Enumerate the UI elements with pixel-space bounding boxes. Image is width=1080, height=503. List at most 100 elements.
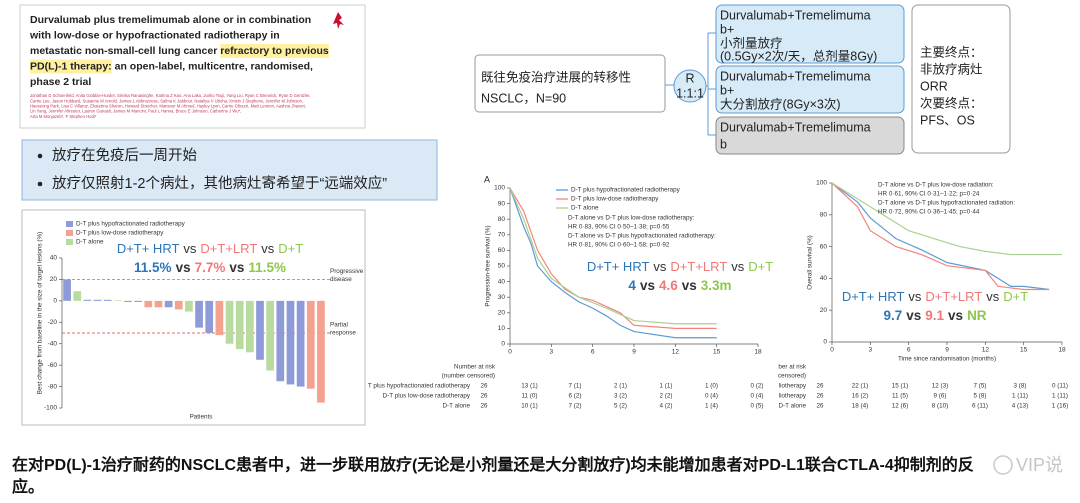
population-text: 既往免疫治疗进展的转移性 — [481, 69, 631, 84]
risk-cell: 5 (2) — [614, 403, 627, 410]
x-tick-label: 9 — [632, 349, 636, 356]
comparison-arm: D+T+LRT — [925, 289, 982, 304]
risk-cell: 5 (8) — [974, 393, 987, 400]
survival-curve — [831, 182, 1050, 291]
bar — [103, 299, 112, 301]
risk-cell: 6 (2) — [569, 393, 582, 400]
risk-cell: 1 (0) — [705, 383, 718, 390]
risk-cell: 26 — [480, 383, 488, 390]
risk-cell: 13 (1) — [521, 383, 537, 390]
bar — [63, 279, 71, 301]
comparison-sep: vs — [731, 259, 745, 274]
risk-cell: 0 (4) — [705, 393, 718, 400]
survival-curve — [509, 187, 717, 325]
stats-text: D-T alone vs D-T plus low-dose radiother… — [568, 215, 695, 222]
risk-cell: 0 (2) — [751, 383, 764, 390]
bar — [83, 299, 92, 301]
legend-swatch — [66, 230, 73, 236]
risk-cell: 11 (0) — [522, 393, 538, 400]
y-tick-label: 30 — [498, 294, 506, 301]
endpoint-text: 主要终点： — [920, 44, 983, 59]
risk-cell: 18 (4) — [852, 403, 868, 410]
arm-text: 大分割放疗(8Gy×3次) — [720, 96, 841, 111]
comparison-sep: vs — [183, 241, 197, 256]
y-tick-label: 100 — [494, 185, 505, 192]
risk-cell: 0 (5) — [751, 403, 764, 410]
bar — [154, 300, 163, 308]
reference-label: Partial — [330, 322, 348, 329]
y-tick-label: 40 — [820, 275, 828, 282]
journal-logo — [333, 12, 344, 29]
bar — [286, 300, 295, 385]
bullet-box — [21, 139, 438, 201]
bar — [205, 300, 214, 333]
risk-header: (number censored) — [442, 373, 495, 380]
legend-label: D-T plus hypofractionated radiotherapy — [571, 187, 681, 194]
y-tick-label: 70 — [498, 232, 506, 239]
survival-curve — [509, 187, 717, 339]
bullet-text: 放疗仅照射1-2个病灶，其他病灶寄希望于“远端效应” — [52, 174, 387, 192]
y-tick-label: 80 — [498, 216, 506, 223]
comparison-arm: D+T+ HRT — [587, 259, 650, 274]
arm-text: Durvalumab+Tremelimuma — [720, 120, 871, 134]
comparison-arms: D+T+ HRT vs D+T+LRT vs D+T — [117, 241, 303, 256]
stats-text: HR 0·81, 90% CI 0·60–1·58; p=0·92 — [568, 242, 670, 249]
bar — [225, 300, 234, 344]
x-tick-label: 0 — [830, 347, 834, 354]
risk-cell: 3 (2) — [614, 393, 627, 400]
x-tick-label: 12 — [982, 347, 990, 354]
bar — [276, 300, 285, 382]
comparison-arm: D+T+LRT — [670, 259, 727, 274]
risk-cell: 1 (4) — [705, 403, 718, 410]
comparison-arm: D+T — [748, 259, 773, 274]
legend-swatch — [66, 239, 73, 245]
risk-cell: 1 (1) — [660, 383, 673, 390]
y-tick-label: 60 — [498, 247, 506, 254]
comparison-value: 4.6 — [659, 278, 678, 293]
bullet-dot — [37, 181, 43, 187]
y-tick-label: -20 — [48, 319, 58, 326]
comparison-sep: vs — [653, 259, 667, 274]
stats-text: HR 0·83, 90% CI 0·50–1·38; p=0·55 — [568, 224, 670, 231]
bar — [215, 300, 224, 336]
x-tick-label: 3 — [550, 349, 554, 356]
paper-authors: Haeseong Park, Lisa C Villaruz, Ekaterin… — [30, 104, 306, 109]
y-tick-label: 90 — [498, 200, 506, 207]
y-tick-label: 20 — [50, 276, 58, 283]
y-tick-label: 0 — [53, 298, 57, 305]
y-tick-label: 50 — [498, 263, 506, 270]
paper-title: refractory to previous — [220, 45, 329, 57]
legend-label: D-T alone — [571, 205, 599, 212]
comparison-sep: vs — [640, 278, 655, 293]
randomization-text: 1:1:1 — [676, 86, 704, 100]
risk-cell: 2 (1) — [614, 383, 627, 390]
y-axis-label: Best change from baseline in the size of… — [37, 232, 44, 394]
endpoint-text: PFS、OS — [920, 113, 975, 127]
risk-cell: 26 — [480, 393, 488, 400]
bar — [73, 291, 82, 301]
risk-cell: 4 (2) — [660, 403, 673, 410]
risk-cell: 1 (11) — [1052, 393, 1068, 400]
risk-cell: 7 (5) — [974, 383, 987, 390]
conclusion-text: 在对PD(L)-1治疗耐药的NSCLC患者中，进一步联用放疗(无论是小剂量还是大… — [12, 455, 974, 474]
arm-text: b+ — [720, 22, 734, 36]
risk-cell: 16 (2) — [852, 393, 868, 400]
comparison-sep: vs — [682, 278, 697, 293]
bar — [185, 300, 193, 312]
bullet-dot — [37, 153, 43, 159]
comparison-value: 9.1 — [925, 308, 944, 323]
paper-authors: Arta M Monjazeb*, F Stephen Hodi* — [30, 114, 97, 119]
comparison-value: 7.7% — [195, 260, 226, 275]
risk-row-label: D-T alone — [442, 403, 470, 410]
legend-label: D-T plus hypofractionated radiotherapy — [76, 221, 186, 228]
x-tick-label: 12 — [672, 349, 680, 356]
endpoint-box — [911, 4, 1011, 154]
comparison-arm: D+T+ HRT — [842, 289, 905, 304]
stats-text: D-T alone vs D-T plus hypofractionated r… — [568, 233, 716, 240]
comparison-sep: vs — [261, 241, 275, 256]
y-tick-label: 0 — [501, 341, 505, 348]
risk-cell: 26 — [816, 393, 824, 400]
x-tick-label: 18 — [1058, 347, 1066, 354]
reference-label: disease — [330, 276, 352, 283]
